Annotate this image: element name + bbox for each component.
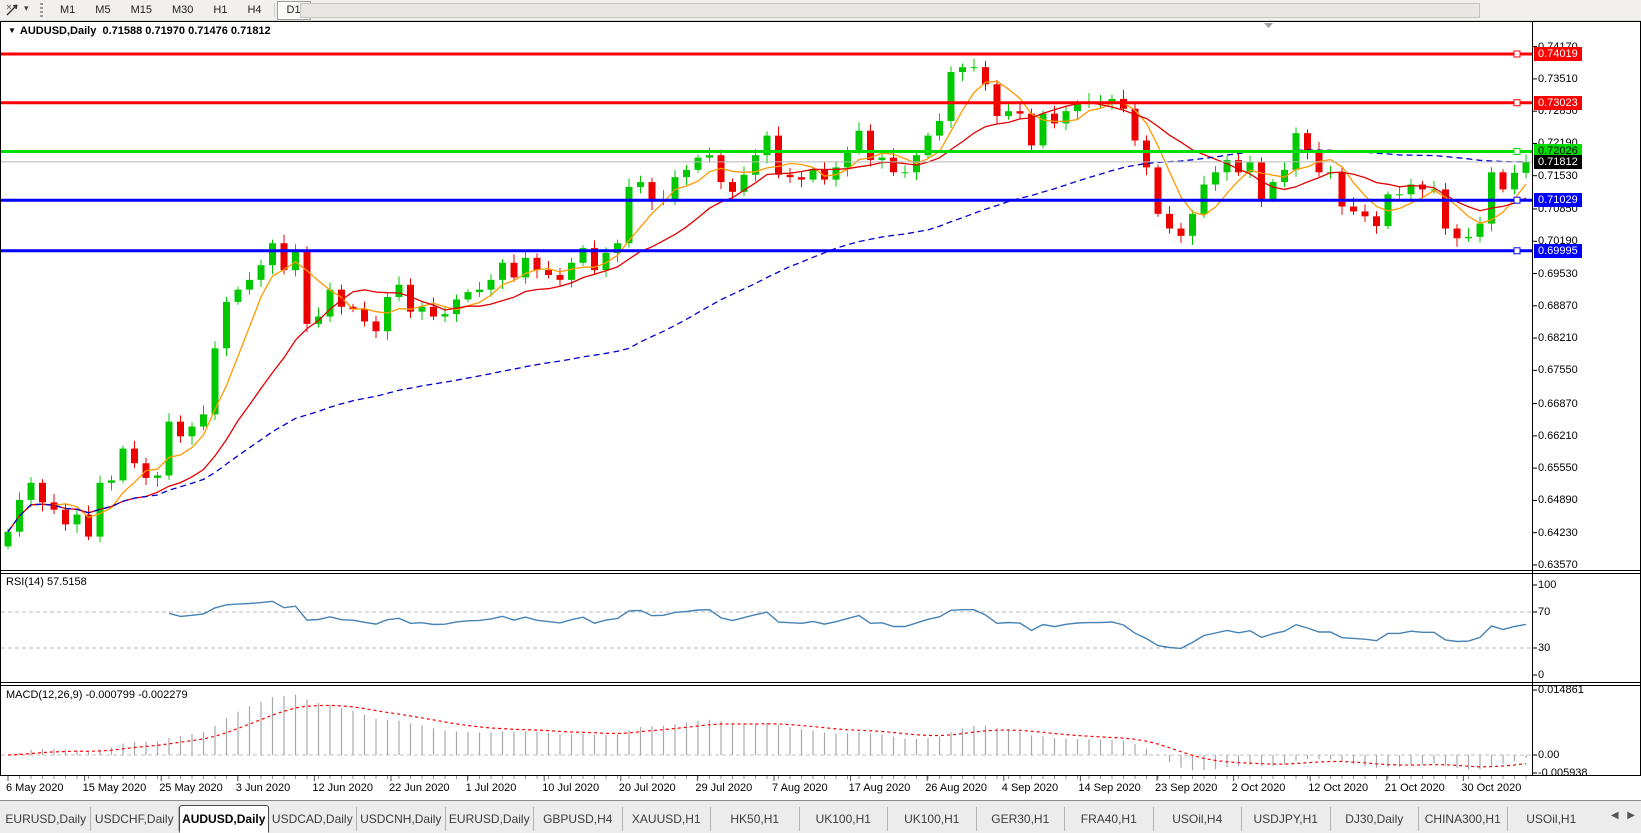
timeframe-button-h1[interactable]: H1 (213, 3, 228, 16)
hline-handle[interactable] (1513, 50, 1521, 58)
chart-horizontal-scrollbar[interactable] (300, 3, 1480, 18)
macd-axis-label: 0.00 (1538, 749, 1560, 761)
tab-scroll-right-button[interactable]: ▶ (1627, 810, 1635, 821)
price-tick-label: 0.67550 (1538, 364, 1578, 377)
date-label: 15 May 2020 (82, 782, 147, 794)
chart-tab-usdjpy-h1[interactable]: USDJPY,H1 (1242, 807, 1331, 831)
chart-tab-ger30-h1[interactable]: GER30,H1 (977, 807, 1065, 831)
chart-tab-gbpusd-h4[interactable]: GBPUSD,H4 (534, 807, 623, 831)
rsi-line (168, 600, 1527, 650)
rsi-level-label: 0 (1538, 669, 1545, 681)
chart-tab-audusd-daily[interactable]: AUDUSD,Daily (179, 805, 269, 833)
top-toolbar: ▾ M1M5M15M30H1H4D1W1MN (0, 0, 1641, 21)
hline-price-badge: 0.69995 (1534, 243, 1582, 258)
ma-55-line (7, 149, 1527, 533)
date-label: 22 Jun 2020 (389, 782, 450, 794)
date-label: 7 Aug 2020 (772, 782, 828, 794)
price-tick-label: 0.64890 (1538, 494, 1578, 507)
pointer-tool-icon[interactable] (4, 2, 22, 18)
macd-axis-label: -0.005938 (1538, 767, 1588, 779)
hline-price-badge: 0.74019 (1534, 47, 1582, 61)
rsi-level-label: 70 (1538, 606, 1551, 618)
price-tick-label: 0.73510 (1538, 72, 1578, 85)
ma-5-line (7, 80, 1527, 533)
price-tick-label: 0.63570 (1538, 558, 1578, 571)
chart-title: ▼ AUDUSD,Daily 0.71588 0.71970 0.71476 0.… (8, 25, 271, 37)
price-tick-label: 0.69530 (1538, 267, 1578, 280)
hline-handle[interactable] (1513, 247, 1521, 255)
price-tick-label: 0.64230 (1538, 526, 1578, 539)
date-label: 1 Jul 2020 (465, 782, 517, 794)
chart-tab-bar: EURUSD,Daily USDCHF,Daily AUDUSD,Daily USDC… (0, 800, 1641, 833)
chart-tab-usoil-h1[interactable]: USOil,H1 (1526, 812, 1577, 826)
chart-tab-usdchf-daily[interactable]: USDCHF,Daily (91, 807, 179, 831)
chart-tab-uk100-h1[interactable]: UK100,H1 (800, 807, 888, 831)
rsi-label: RSI(14) 57.5158 (6, 576, 87, 588)
price-tick-label: 0.66210 (1538, 429, 1578, 442)
date-label: 21 Oct 2020 (1384, 782, 1445, 794)
chart-collapse-icon[interactable]: ▼ (8, 26, 16, 35)
current-price-badge: 0.71812 (1534, 154, 1582, 169)
hline-handle[interactable] (1513, 196, 1521, 204)
rsi-level-label: 30 (1538, 642, 1551, 654)
price-tick-label: 0.71530 (1538, 169, 1578, 182)
timeframe-button-m5[interactable]: M5 (95, 3, 111, 16)
chart-tab-uk100-h1[interactable]: UK100,H1 (888, 807, 977, 831)
date-label: 6 May 2020 (6, 782, 64, 794)
tab-scroll-arrows: ◀ ▶ (1605, 810, 1635, 821)
price-tick-label: 0.68210 (1538, 332, 1578, 345)
date-label: 23 Sep 2020 (1155, 782, 1218, 794)
date-label: 30 Oct 2020 (1461, 782, 1522, 794)
hline-price-badge: 0.71029 (1534, 193, 1582, 208)
hline-handle[interactable] (1513, 147, 1521, 155)
date-label: 4 Sep 2020 (1001, 782, 1059, 794)
chart-shift-marker-icon[interactable] (1264, 23, 1273, 28)
date-label: 12 Jun 2020 (312, 782, 373, 794)
date-label: 3 Jun 2020 (235, 782, 291, 794)
rsi-level-label: 100 (1538, 579, 1557, 591)
date-label: 2 Oct 2020 (1231, 782, 1286, 794)
timeframe-button-m15[interactable]: M15 (130, 3, 152, 16)
macd-label: MACD(12,26,9) -0.000799 -0.002279 (6, 689, 188, 701)
chart-tab-hk50-h1[interactable]: HK50,H1 (711, 807, 800, 831)
date-label: 25 May 2020 (159, 782, 223, 794)
chart-tab-china300-h1[interactable]: CHINA300,H1 (1419, 807, 1508, 831)
date-label: 26 Aug 2020 (925, 782, 987, 794)
chart-tab-usdcnh-daily[interactable]: USDCNH,Daily (357, 807, 446, 831)
date-label: 17 Aug 2020 (848, 782, 911, 794)
candles-layer (4, 58, 1530, 550)
chart-tab-eurusd-daily[interactable]: EURUSD,Daily (446, 807, 534, 831)
date-label: 20 Jul 2020 (618, 782, 676, 794)
timeframe-button-m30[interactable]: M30 (171, 3, 194, 16)
toolbar-drag-handle[interactable] (40, 3, 43, 17)
tab-scroll-left-button[interactable]: ◀ (1610, 810, 1619, 821)
chart-tab-xauusd-h1[interactable]: XAUUSD,H1 (623, 807, 711, 831)
chart-symbol-label: AUDUSD,Daily (19, 25, 97, 37)
chart-tab-dj30-daily[interactable]: DJ30,Daily (1331, 807, 1419, 831)
hline-price-badge: 0.73023 (1534, 95, 1582, 110)
macd-axis-label: 0.014861 (1538, 683, 1584, 696)
date-label: 29 Jul 2020 (695, 782, 753, 794)
timeframe-button-h4[interactable]: H4 (247, 3, 262, 16)
date-label: 12 Oct 2020 (1308, 782, 1369, 794)
macd-histogram (18, 694, 1527, 771)
ma-13-line (7, 101, 1527, 533)
timeframe-button-m1[interactable]: M1 (60, 3, 76, 16)
chart-tab-usoil-h4[interactable]: USOil,H4 (1154, 807, 1242, 831)
toolbar-separator (273, 3, 275, 17)
chart-tab-fra40-h1[interactable]: FRA40,H1 (1065, 807, 1154, 831)
date-label: 14 Sep 2020 (1078, 782, 1141, 794)
chart-tab-eurusd-daily[interactable]: EURUSD,Daily (2, 807, 91, 831)
price-tick-label: 0.66870 (1538, 397, 1578, 410)
price-tick-label: 0.65550 (1538, 462, 1578, 475)
chart-tab-usdcad-daily[interactable]: USDCAD,Daily (269, 807, 357, 831)
date-label: 10 Jul 2020 (542, 782, 600, 794)
chart-tabs: EURUSD,Daily USDCHF,Daily AUDUSD,Daily USDC… (2, 805, 1595, 833)
chart-ohlc-label: 0.71588 0.71970 0.71476 0.71812 (102, 25, 271, 37)
hline-handle[interactable] (1513, 99, 1521, 107)
price-tick-label: 0.68870 (1538, 299, 1578, 312)
tool-dropdown-arrow-icon[interactable]: ▾ (24, 3, 29, 13)
